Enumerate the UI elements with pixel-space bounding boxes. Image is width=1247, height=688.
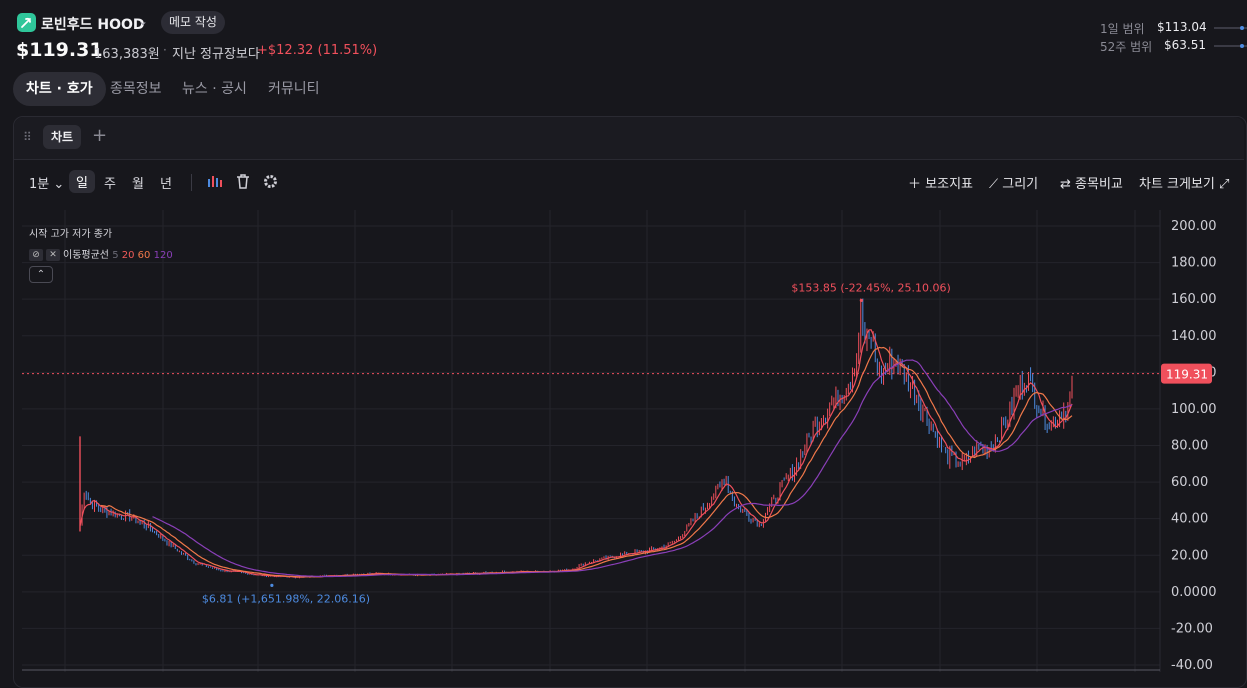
- ma-5: 5: [112, 250, 119, 261]
- plus-icon: ＋: [908, 177, 922, 192]
- draw-label: 그리기: [1002, 177, 1039, 192]
- current-price-label: 119.31: [1166, 368, 1208, 382]
- high-marker: [859, 298, 863, 303]
- fullscreen-button[interactable]: 차트 크게보기 ⤢: [1139, 173, 1229, 192]
- stock-name[interactable]: 로빈후드 HOOD: [41, 14, 145, 34]
- y-tick-label: -20.00: [1171, 621, 1213, 636]
- tab-community[interactable]: 커뮤니티: [268, 81, 320, 97]
- high-annotation: $153.85 (-22.45%, 25.10.06): [791, 281, 950, 294]
- period-week[interactable]: 주: [104, 177, 116, 192]
- pen-icon: ⟋: [989, 177, 999, 192]
- current-price: $119.31: [16, 39, 103, 61]
- ma-60: 60: [137, 250, 151, 261]
- stock-ticker: HOOD: [97, 17, 145, 33]
- compare-button[interactable]: ⇄ 종목비교: [1060, 173, 1123, 192]
- range-day-value: $113.04: [1157, 20, 1207, 34]
- period-month[interactable]: 월: [132, 177, 144, 192]
- interval-label: 1분: [29, 177, 50, 192]
- y-tick-label: 20.00: [1171, 548, 1208, 563]
- trash-icon[interactable]: [236, 174, 250, 189]
- range-52w-label: 52주 범위: [1100, 40, 1153, 54]
- price-change: +$12.32 (11.51%): [257, 43, 378, 58]
- ohlc-legend: 시작 고가 저가 종가: [29, 229, 113, 240]
- close-icon[interactable]: ✕: [46, 249, 60, 261]
- y-tick-label: 180.00: [1171, 256, 1217, 271]
- y-tick-label: 100.00: [1171, 402, 1217, 417]
- chart-panel-header: [14, 117, 1244, 160]
- candle-type-icon[interactable]: [207, 175, 222, 189]
- ma-60-line: [100, 346, 1073, 578]
- range-52w-marker: [1240, 44, 1244, 48]
- interval-select[interactable]: 1분 ⌄: [29, 173, 64, 192]
- tab-chart-orderbook[interactable]: 차트 · 호가: [13, 72, 106, 106]
- expand-icon: ⤢: [1219, 177, 1230, 192]
- y-tick-label: 200.00: [1171, 219, 1217, 234]
- low-annotation: $6.81 (+1,651.98%, 22.06.16): [202, 592, 370, 605]
- compare-label: 지난 정규장보다: [172, 47, 260, 62]
- low-marker: [270, 583, 274, 587]
- ma-20-line: [79, 329, 1073, 578]
- ma-120: 120: [153, 250, 173, 261]
- compare-btn-label: 종목비교: [1075, 177, 1123, 192]
- drag-handle-icon[interactable]: ⠿: [23, 130, 32, 144]
- gear-icon[interactable]: [263, 174, 278, 189]
- period-day[interactable]: 일: [69, 170, 95, 193]
- separator-dot: ·: [163, 43, 167, 57]
- chart-tab[interactable]: 차트: [43, 125, 82, 149]
- ma-label: 이동평균선: [63, 250, 109, 261]
- current-price-badge: [1161, 363, 1212, 384]
- add-tab-icon[interactable]: +: [92, 125, 108, 146]
- price-chart[interactable]: 200.00180.00160.00140.00120.00100.0080.0…: [0, 0, 1247, 672]
- feather-icon: [21, 17, 31, 28]
- range-day-marker: [1240, 26, 1244, 30]
- y-tick-label: 40.00: [1171, 512, 1208, 527]
- draw-button[interactable]: ⟋ 그리기: [989, 173, 1038, 192]
- fullscreen-label: 차트 크게보기: [1139, 177, 1215, 192]
- range-day-bar: [1214, 27, 1247, 29]
- y-tick-label: -40.00: [1171, 658, 1213, 672]
- ma-120-line: [152, 359, 1073, 578]
- range-day-label: 1일 범위: [1100, 22, 1145, 36]
- tab-stock-info[interactable]: 종목정보: [110, 81, 162, 97]
- collapse-legend-button[interactable]: ⌃: [29, 266, 53, 283]
- ma-20: 20: [121, 250, 135, 261]
- swap-icon: ⇄: [1060, 177, 1071, 192]
- toolbar-divider: [191, 174, 192, 191]
- y-tick-label: 60.00: [1171, 475, 1208, 490]
- indicator-label: 보조지표: [925, 177, 973, 192]
- y-tick-label: 140.00: [1171, 329, 1217, 344]
- y-tick-label: 0.0000: [1171, 585, 1217, 600]
- chevron-down-icon: ⌄: [53, 177, 65, 192]
- tab-news[interactable]: 뉴스 · 공시: [182, 81, 247, 97]
- eye-off-icon[interactable]: ⊘: [29, 249, 43, 261]
- indicator-button[interactable]: ＋ 보조지표: [908, 173, 973, 192]
- stock-name-ko: 로빈후드: [41, 17, 93, 33]
- memo-button[interactable]: 메모 작성: [161, 11, 225, 34]
- ma-legend: ⊘ ✕ 이동평균선 5 20 60 120: [29, 246, 173, 261]
- range-52w-value: $63.51: [1164, 38, 1206, 52]
- y-tick-label: 160.00: [1171, 292, 1217, 307]
- chevron-down-icon[interactable]: ⌄: [138, 14, 149, 28]
- y-tick-label: 80.00: [1171, 439, 1208, 454]
- range-52w-bar: [1214, 45, 1247, 47]
- ticker-logo: [17, 13, 36, 32]
- price-krw: 163,383원: [94, 47, 160, 62]
- period-year[interactable]: 년: [160, 177, 172, 192]
